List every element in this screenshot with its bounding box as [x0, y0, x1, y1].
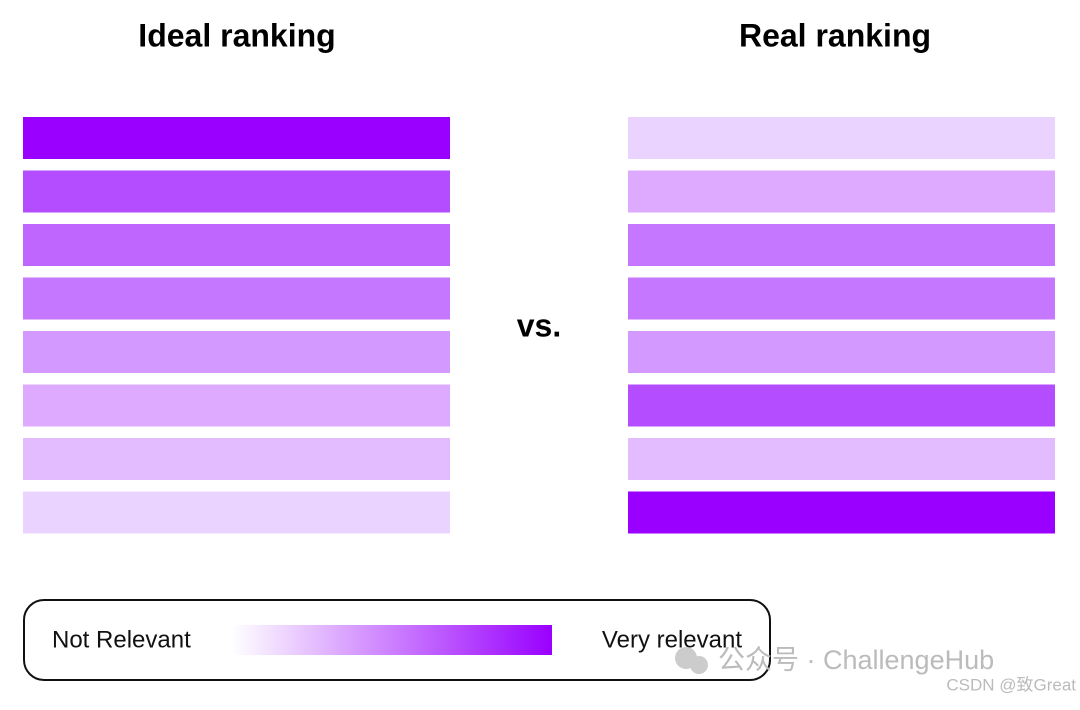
- real-bar: [628, 331, 1055, 373]
- watermark-account: 公众号 · ChallengeHub: [718, 645, 994, 675]
- bars: [23, 117, 1055, 534]
- real-bar: [628, 170, 1055, 213]
- legend-low: Not Relevant: [52, 626, 191, 653]
- vs-label: vs.: [517, 307, 561, 343]
- watermark-icon: [675, 647, 708, 674]
- legend-high: Very relevant: [602, 626, 742, 653]
- real-bar: [628, 224, 1055, 266]
- real-title: Real ranking: [739, 17, 931, 53]
- real-bar: [628, 277, 1055, 320]
- real-bar: [628, 438, 1055, 480]
- legend-box: [23, 599, 771, 681]
- real-bar: [628, 384, 1055, 427]
- real-bar: [628, 117, 1055, 159]
- ideal-bar: [23, 438, 450, 480]
- ideal-bar: [23, 491, 450, 534]
- legend-gradient: [232, 625, 552, 655]
- ideal-bar: [23, 224, 450, 266]
- real-bar: [628, 491, 1055, 534]
- ideal-bar: [23, 331, 450, 373]
- ideal-bar: [23, 277, 450, 320]
- ideal-title: Ideal ranking: [138, 17, 335, 53]
- ideal-bar: [23, 117, 450, 159]
- ideal-bar: [23, 384, 450, 427]
- watermark-source: CSDN @致Great: [946, 675, 1076, 694]
- ideal-bar: [23, 170, 450, 213]
